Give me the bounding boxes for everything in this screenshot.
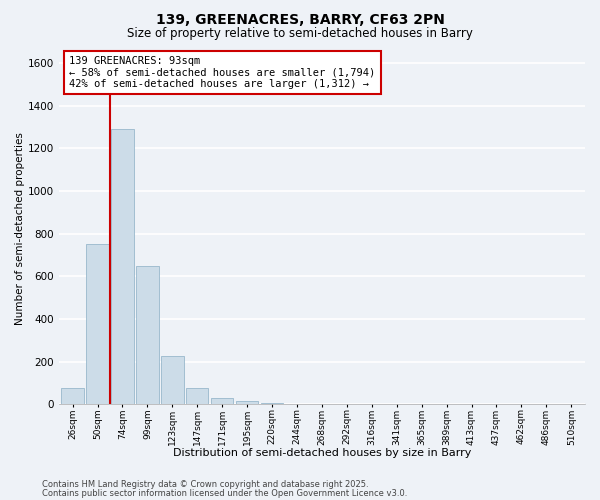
Bar [136, 266, 158, 404]
Bar [61, 388, 84, 404]
X-axis label: Distribution of semi-detached houses by size in Barry: Distribution of semi-detached houses by … [173, 448, 471, 458]
Text: 139 GREENACRES: 93sqm
← 58% of semi-detached houses are smaller (1,794)
42% of s: 139 GREENACRES: 93sqm ← 58% of semi-deta… [70, 56, 376, 89]
Bar [86, 244, 109, 404]
Text: Contains public sector information licensed under the Open Government Licence v3: Contains public sector information licen… [42, 488, 407, 498]
Bar [186, 388, 208, 404]
Bar [111, 129, 134, 404]
Text: Size of property relative to semi-detached houses in Barry: Size of property relative to semi-detach… [127, 28, 473, 40]
Bar [161, 356, 184, 404]
Y-axis label: Number of semi-detached properties: Number of semi-detached properties [15, 132, 25, 325]
Text: 139, GREENACRES, BARRY, CF63 2PN: 139, GREENACRES, BARRY, CF63 2PN [155, 12, 445, 26]
Bar [211, 398, 233, 404]
Text: Contains HM Land Registry data © Crown copyright and database right 2025.: Contains HM Land Registry data © Crown c… [42, 480, 368, 489]
Bar [261, 403, 283, 404]
Bar [236, 401, 259, 404]
